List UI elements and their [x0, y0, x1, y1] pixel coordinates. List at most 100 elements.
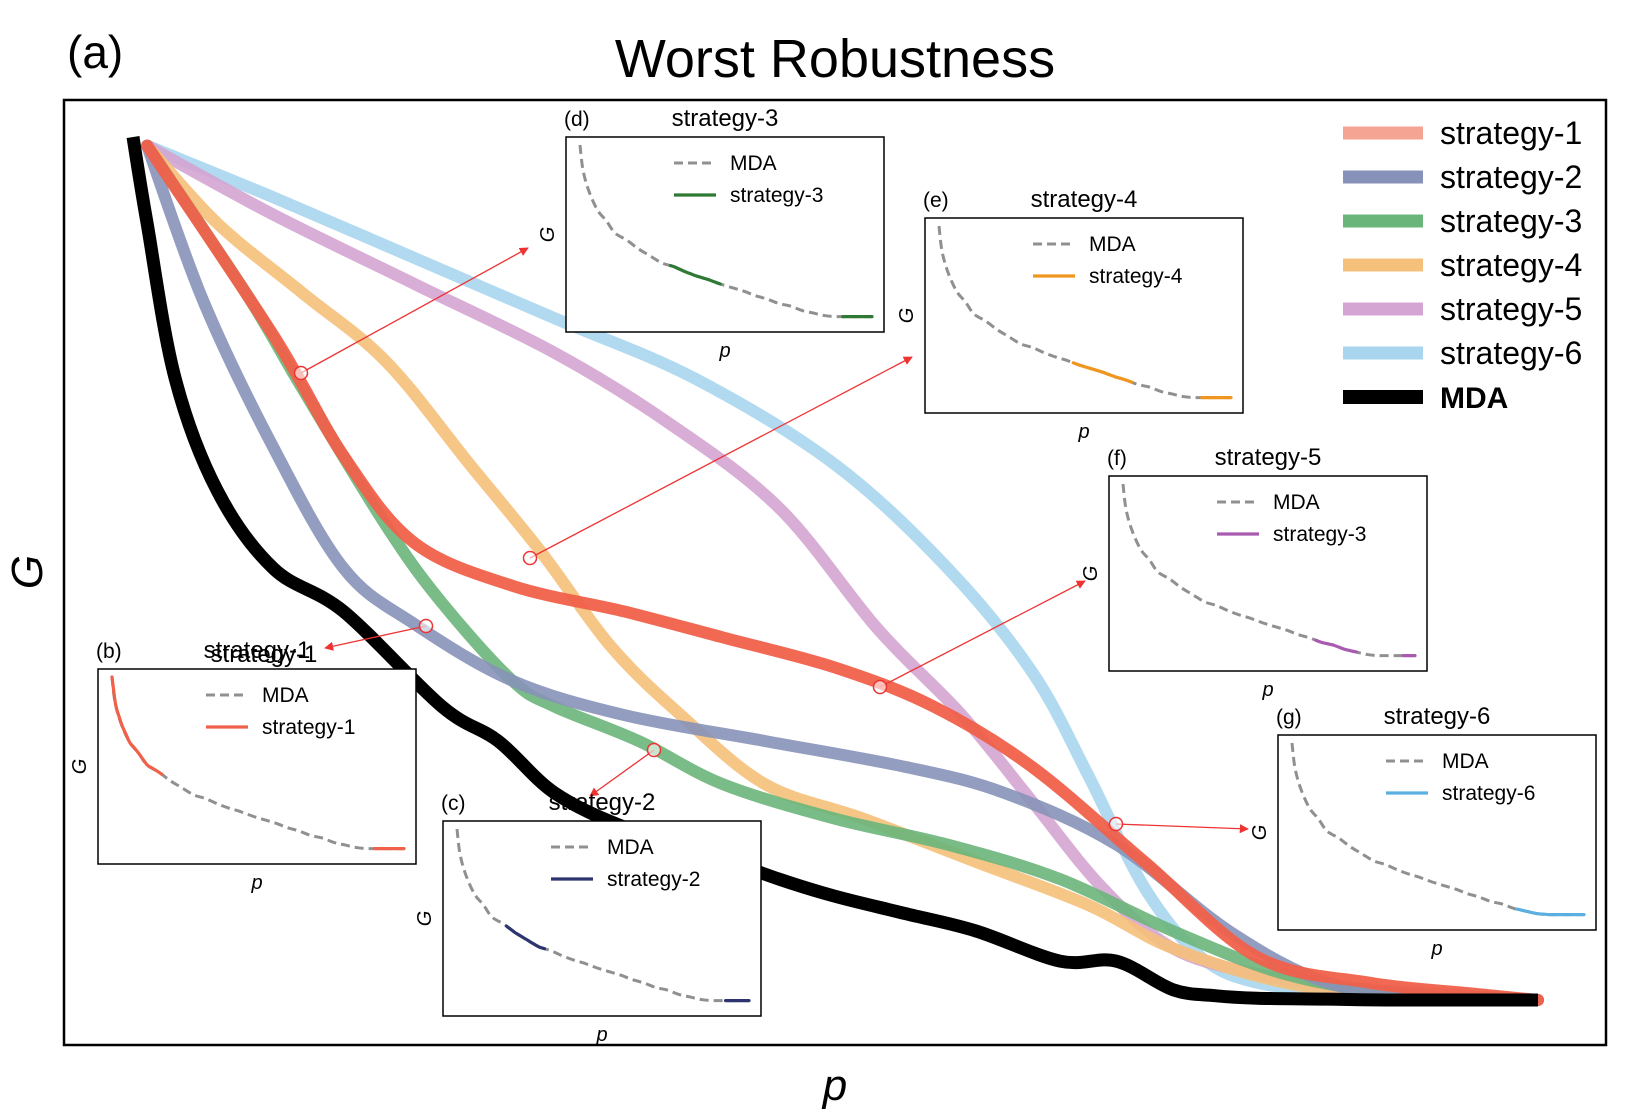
- legend-label: strategy-5: [1440, 291, 1582, 327]
- inset-frame: [1108, 475, 1428, 672]
- plot-frame: [62, 98, 1608, 1047]
- callout-marker: [418, 618, 434, 634]
- inset-legend-mda-label: MDA: [1273, 491, 1320, 514]
- inset-panel-label: (e): [923, 189, 949, 212]
- callout-arrow: [324, 625, 427, 651]
- series-line-strategy-4: [141, 139, 1544, 1006]
- legend-item-strategy-4: strategy-4: [1343, 247, 1582, 283]
- inset-x-label: p: [1261, 679, 1273, 701]
- inset-y-label: G: [1249, 825, 1271, 841]
- inset-title: strategy-2: [549, 789, 656, 816]
- inset-x-label: p: [595, 1024, 607, 1046]
- main-curves: [126, 135, 1544, 1007]
- legend-item-strategy-2: strategy-2: [1343, 159, 1582, 195]
- inset-panel-label: (g): [1276, 706, 1302, 729]
- callout-b: strategy-1: [211, 618, 434, 668]
- inset-legend-strategy-label: strategy-3: [1273, 523, 1366, 546]
- callout-arrow: [1115, 823, 1249, 834]
- inset-highlight-segment: [1314, 638, 1359, 654]
- inset-title: strategy-1: [204, 637, 311, 664]
- legend-label: strategy-3: [1440, 203, 1582, 239]
- legend-item-strategy-5: strategy-5: [1343, 291, 1582, 327]
- inset-y-label: G: [537, 227, 559, 243]
- inset-mda-curve: [1290, 742, 1584, 917]
- inset-mda-curve: [937, 225, 1231, 400]
- inset-legend-mda-label: MDA: [1089, 233, 1136, 256]
- inset-mda-curve: [1121, 483, 1415, 658]
- inset-highlight-segment: [1071, 361, 1134, 384]
- y-axis-label: G: [3, 555, 52, 589]
- inset-frame: [1277, 734, 1597, 931]
- callout-label: strategy-1: [211, 641, 318, 668]
- inset-frame: [565, 136, 885, 333]
- inset-frame: [97, 668, 417, 865]
- callout-c: [589, 742, 662, 797]
- inset-panel-label: (c): [441, 792, 466, 815]
- inset-f: (f) strategy-5 p G MDA strategy-3: [1080, 444, 1428, 701]
- inset-legend-mda-label: MDA: [262, 684, 309, 707]
- inset-frame: [442, 820, 762, 1017]
- inset-highlight-segment: [1515, 907, 1586, 917]
- callout-marker: [1108, 816, 1124, 832]
- inset-y-label: G: [1080, 566, 1102, 582]
- inset-legend-strategy-label: strategy-4: [1089, 265, 1183, 288]
- callout-marker: [646, 742, 662, 758]
- inset-title: strategy-5: [1215, 444, 1322, 471]
- legend-label: strategy-4: [1440, 247, 1582, 283]
- inset-e: (e) strategy-4 p G MDA strategy-4: [896, 186, 1244, 443]
- callout-arrows: strategy-1: [211, 247, 1249, 834]
- inset-b: (b) strategy-1 p G MDA strategy-1: [69, 637, 417, 894]
- panel-label: (a): [67, 26, 123, 78]
- inset-panel-label: (b): [96, 640, 122, 663]
- inset-frame: [924, 217, 1244, 414]
- inset-panel-label: (d): [564, 108, 590, 131]
- inset-g: (g) strategy-6 p G MDA strategy-6: [1249, 703, 1597, 960]
- callout-marker: [872, 679, 888, 695]
- inset-title: strategy-3: [672, 105, 779, 132]
- inset-y-label: G: [69, 759, 91, 775]
- legend-item-strategy-1: strategy-1: [1343, 115, 1582, 151]
- inset-legend-strategy-label: strategy-3: [730, 184, 823, 207]
- inset-d: (d) strategy-3 p G MDA strategy-3: [537, 105, 885, 362]
- legend-label: MDA: [1440, 382, 1508, 415]
- inset-c: (c) strategy-2 p G MDA strategy-2: [414, 789, 762, 1046]
- inset-legend-mda-label: MDA: [730, 152, 777, 175]
- inset-x-label: p: [1077, 421, 1089, 443]
- x-axis-label: p: [821, 1061, 847, 1110]
- inset-legend-strategy-label: strategy-1: [262, 716, 355, 739]
- legend-label: strategy-2: [1440, 159, 1582, 195]
- inset-legend-mda-label: MDA: [607, 836, 654, 859]
- series-line-strategy-1: [141, 139, 1544, 1006]
- legend-item-strategy-6: strategy-6: [1343, 335, 1582, 371]
- inset-panel-label: (f): [1107, 447, 1127, 470]
- inset-legend-strategy-label: strategy-2: [607, 868, 700, 891]
- figure-title: Worst Robustness: [615, 29, 1055, 89]
- legend-label: strategy-1: [1440, 115, 1582, 151]
- inset-x-label: p: [718, 340, 730, 362]
- callout-g: [1108, 816, 1249, 834]
- inset-highlight-segment: [110, 675, 164, 776]
- callout-marker: [293, 365, 309, 381]
- callout-arrow: [879, 580, 1086, 688]
- inset-x-label: p: [1430, 938, 1442, 960]
- inset-title: strategy-6: [1384, 703, 1491, 730]
- callout-marker: [522, 550, 538, 566]
- inset-x-label: p: [250, 872, 262, 894]
- inset-highlight-segment: [668, 264, 722, 286]
- inset-panels: (b) strategy-1 p G MDA strategy-1 (c) strategy-…: [69, 105, 1597, 1046]
- callout-arrow: [529, 356, 913, 559]
- legend: strategy-1 strategy-2 strategy-3 strategy-4…: [1343, 115, 1582, 415]
- inset-legend-mda-label: MDA: [1442, 750, 1489, 773]
- callout-arrow: [300, 247, 529, 374]
- callout-f: [872, 580, 1086, 695]
- inset-mda-curve: [455, 828, 749, 1003]
- inset-legend-strategy-label: strategy-6: [1442, 782, 1535, 805]
- callout-arrow: [589, 749, 655, 797]
- inset-highlight-segment: [505, 924, 547, 951]
- inset-mda-curve: [578, 144, 872, 319]
- inset-y-label: G: [414, 911, 436, 927]
- inset-y-label: G: [896, 308, 918, 324]
- legend-item-mda: MDA: [1343, 382, 1508, 415]
- callout-d: [293, 247, 529, 381]
